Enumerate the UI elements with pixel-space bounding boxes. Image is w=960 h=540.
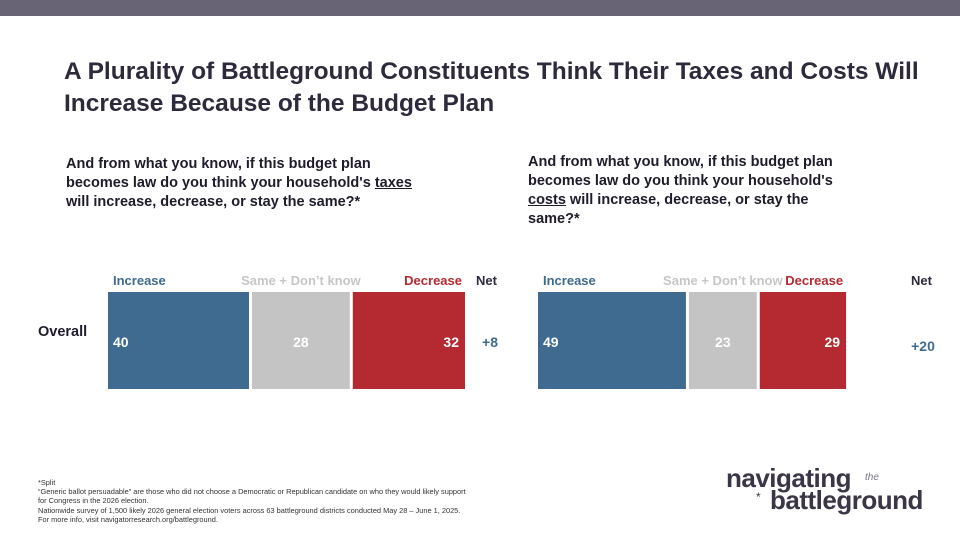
costs-chart: Increase 49 Same + Don’t know 23 Decrease 29 N… — [520, 268, 950, 398]
logo-navigating: navigating — [726, 463, 852, 493]
footnotes: *Split “Generic ballot persuadable” are … — [38, 478, 638, 524]
question-taxes-emphasis: taxes — [374, 175, 412, 191]
header-increase: Increase — [543, 273, 596, 288]
navigating-battleground-logo: navigating the * battleground — [726, 464, 946, 520]
net-header: Net — [476, 273, 498, 288]
header-decrease: Decrease — [404, 273, 462, 288]
top-banner — [0, 0, 960, 16]
logo-star-icon: * — [756, 490, 761, 504]
net-value: +20 — [911, 338, 935, 354]
taxes-chart: Overall Increase 40 Same + Don’t know 28 Decr… — [30, 268, 510, 398]
value-label-increase: 49 — [543, 334, 559, 350]
slide-title: A Plurality of Battleground Constituents… — [64, 58, 919, 117]
value-label-same: 28 — [293, 334, 309, 350]
header-same: Same + Don’t know — [241, 273, 361, 288]
header-increase: Increase — [113, 273, 166, 288]
bar-same — [688, 292, 757, 389]
question-costs-emphasis: costs — [528, 192, 566, 208]
bar-decrease — [759, 292, 847, 389]
bar-same — [252, 292, 350, 389]
question-costs-after: will increase, decrease, or stay the sam… — [528, 192, 809, 227]
footnote-line: *Split — [38, 478, 56, 487]
header-decrease: Decrease — [785, 273, 843, 288]
bar-increase — [108, 292, 249, 389]
value-label-increase: 40 — [113, 334, 129, 350]
net-header: Net — [911, 273, 933, 288]
footnote-line: for Congress in the 2026 election. — [38, 496, 149, 506]
taxes-chart-svg: Overall Increase 40 Same + Don’t know 28 Decr… — [38, 273, 498, 389]
value-label-same: 23 — [715, 334, 731, 350]
value-label-decrease: 32 — [443, 334, 459, 350]
row-label-overall: Overall — [38, 324, 87, 340]
net-value: +8 — [482, 334, 498, 350]
logo-the: the — [865, 472, 879, 483]
question-taxes-after: will increase, decrease, or stay the sam… — [66, 194, 361, 210]
costs-chart-svg: Increase 49 Same + Don’t know 23 Decrease 29 N… — [538, 273, 935, 389]
header-same: Same + Don’t know — [663, 273, 783, 288]
question-costs-before: And from what you know, if this budget p… — [528, 154, 833, 189]
value-label-decrease: 29 — [825, 334, 841, 350]
footnote-line: “Generic ballot persuadable” are those w… — [38, 487, 466, 497]
logo-battleground: battleground — [770, 485, 923, 515]
question-taxes-before: And from what you know, if this budget p… — [66, 156, 375, 191]
bar-decrease — [352, 292, 465, 389]
question-taxes: And from what you know, if this budget p… — [66, 155, 416, 212]
question-costs: And from what you know, if this budget p… — [528, 153, 848, 229]
footnote-line: For more info, visit navigatorresearch.o… — [38, 514, 218, 524]
bar-increase — [538, 292, 686, 389]
footnote-line: Nationwide survey of 1,500 likely 2026 g… — [38, 505, 461, 515]
